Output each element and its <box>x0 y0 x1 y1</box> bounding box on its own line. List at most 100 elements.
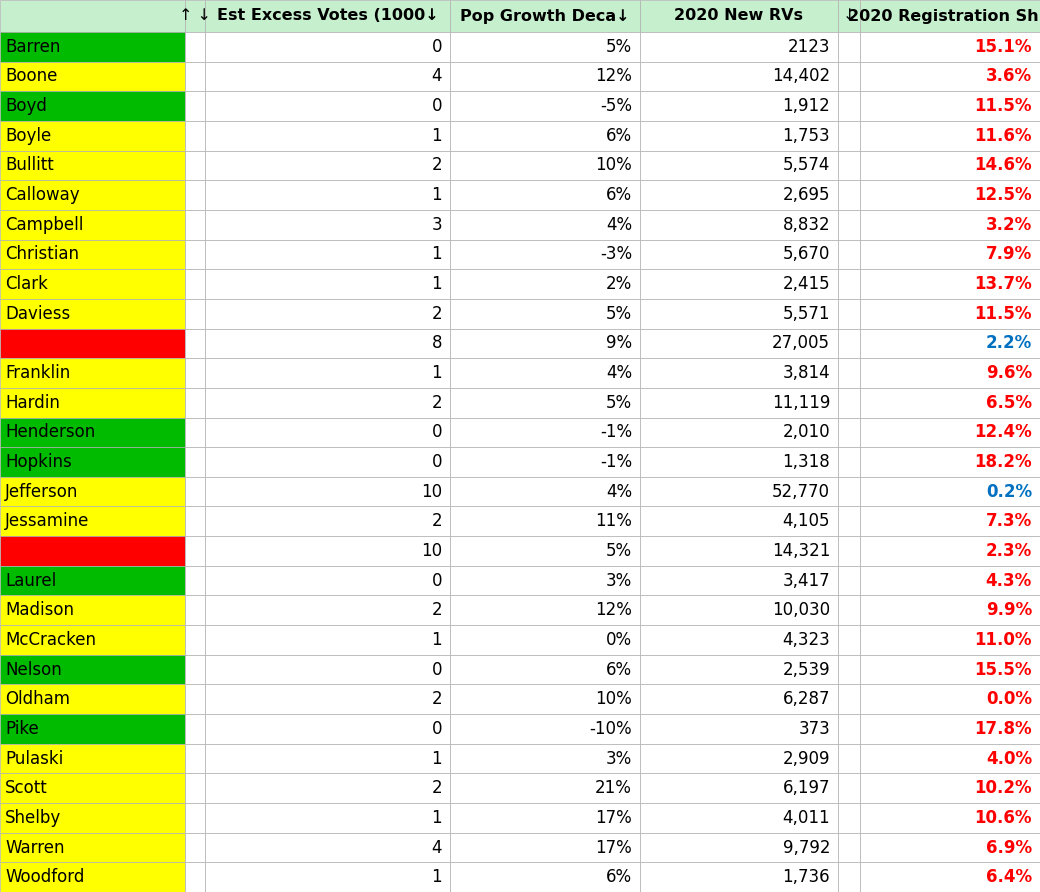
Bar <box>838 269 860 299</box>
Text: 7.9%: 7.9% <box>986 245 1032 263</box>
Bar <box>860 299 1040 328</box>
Text: 6%: 6% <box>606 661 632 679</box>
Bar <box>205 91 450 121</box>
Bar <box>185 477 205 507</box>
Text: 6.4%: 6.4% <box>986 868 1032 886</box>
Text: 0.2%: 0.2% <box>986 483 1032 500</box>
Text: 6,197: 6,197 <box>782 780 830 797</box>
Text: 1: 1 <box>432 364 442 382</box>
Text: 9%: 9% <box>606 334 632 352</box>
Text: 1: 1 <box>432 275 442 293</box>
Text: 1: 1 <box>432 809 442 827</box>
Bar <box>0 0 185 32</box>
Text: -1%: -1% <box>600 453 632 471</box>
Text: 1,753: 1,753 <box>782 127 830 145</box>
Text: 4%: 4% <box>606 216 632 234</box>
Text: Boyd: Boyd <box>5 97 47 115</box>
Bar <box>450 299 640 328</box>
Bar <box>838 359 860 388</box>
Text: Pop Growth Deca↓: Pop Growth Deca↓ <box>461 9 630 23</box>
Bar <box>185 536 205 566</box>
Bar <box>450 91 640 121</box>
Bar <box>450 0 640 32</box>
Bar <box>838 566 860 596</box>
Text: Scott: Scott <box>5 780 48 797</box>
Text: 8: 8 <box>432 334 442 352</box>
Text: 10: 10 <box>421 483 442 500</box>
Text: Pike: Pike <box>5 720 38 738</box>
Bar <box>185 32 205 62</box>
Bar <box>185 91 205 121</box>
Text: 4%: 4% <box>606 483 632 500</box>
Bar <box>0 240 185 269</box>
Bar <box>860 655 1040 684</box>
Bar <box>640 91 838 121</box>
Text: 2: 2 <box>432 305 442 323</box>
Bar <box>860 744 1040 773</box>
Bar <box>640 625 838 655</box>
Bar <box>450 863 640 892</box>
Bar <box>640 32 838 62</box>
Bar <box>0 180 185 210</box>
Text: Laurel: Laurel <box>5 572 56 590</box>
Bar <box>860 566 1040 596</box>
Bar <box>205 388 450 417</box>
Text: Warren: Warren <box>5 838 64 856</box>
Bar <box>838 32 860 62</box>
Bar <box>838 833 860 863</box>
Bar <box>838 121 860 151</box>
Text: ↑ ↓: ↑ ↓ <box>179 9 211 23</box>
Bar <box>205 180 450 210</box>
Bar <box>0 744 185 773</box>
Bar <box>640 744 838 773</box>
Text: 2: 2 <box>432 393 442 412</box>
Text: 9,792: 9,792 <box>782 838 830 856</box>
Bar <box>0 655 185 684</box>
Text: 2: 2 <box>432 156 442 175</box>
Text: 1: 1 <box>432 868 442 886</box>
Text: -10%: -10% <box>590 720 632 738</box>
Text: 3.2%: 3.2% <box>986 216 1032 234</box>
Bar <box>860 0 1040 32</box>
Bar <box>640 269 838 299</box>
Bar <box>640 417 838 447</box>
Text: 11.5%: 11.5% <box>974 97 1032 115</box>
Bar <box>0 507 185 536</box>
Text: -3%: -3% <box>600 245 632 263</box>
Text: 3%: 3% <box>605 572 632 590</box>
Bar <box>450 180 640 210</box>
Bar <box>185 417 205 447</box>
Bar <box>0 299 185 328</box>
Bar <box>860 269 1040 299</box>
Text: 0: 0 <box>432 572 442 590</box>
Bar <box>640 210 838 240</box>
Bar <box>640 299 838 328</box>
Text: 4,011: 4,011 <box>782 809 830 827</box>
Bar <box>0 210 185 240</box>
Text: 2,539: 2,539 <box>782 661 830 679</box>
Bar <box>860 507 1040 536</box>
Text: 0.0%: 0.0% <box>986 690 1032 708</box>
Bar <box>205 151 450 180</box>
Bar <box>205 596 450 625</box>
Text: 1: 1 <box>432 749 442 767</box>
Bar <box>860 536 1040 566</box>
Text: 13.7%: 13.7% <box>974 275 1032 293</box>
Bar <box>205 477 450 507</box>
Bar <box>185 596 205 625</box>
Bar <box>640 714 838 744</box>
Text: 5,571: 5,571 <box>782 305 830 323</box>
Bar <box>450 417 640 447</box>
Text: 12%: 12% <box>595 601 632 619</box>
Bar <box>450 328 640 359</box>
Bar <box>185 655 205 684</box>
Text: 17.8%: 17.8% <box>974 720 1032 738</box>
Bar <box>450 744 640 773</box>
Bar <box>860 773 1040 803</box>
Text: Boyle: Boyle <box>5 127 51 145</box>
Text: 18.2%: 18.2% <box>974 453 1032 471</box>
Bar <box>0 359 185 388</box>
Bar <box>450 359 640 388</box>
Bar <box>860 833 1040 863</box>
Bar <box>0 388 185 417</box>
